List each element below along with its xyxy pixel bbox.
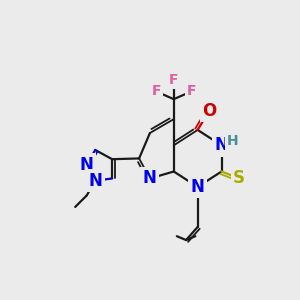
Text: O: O	[202, 102, 216, 120]
Text: F: F	[169, 73, 178, 87]
Text: F: F	[187, 84, 196, 98]
Text: N: N	[191, 178, 205, 196]
Text: N: N	[88, 172, 102, 190]
Text: F: F	[151, 84, 161, 98]
Text: S: S	[233, 169, 245, 188]
Text: N: N	[214, 136, 228, 154]
Text: N: N	[80, 156, 94, 174]
Text: H: H	[227, 134, 239, 148]
Text: N: N	[143, 169, 157, 188]
